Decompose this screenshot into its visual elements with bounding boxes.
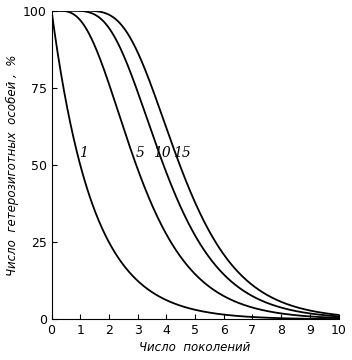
Y-axis label: Число  гетерозиготных  особей ,  %: Число гетерозиготных особей , % (6, 54, 19, 276)
Text: 10: 10 (153, 146, 171, 159)
Text: 1: 1 (79, 146, 88, 159)
Text: 5: 5 (136, 146, 145, 159)
X-axis label: Число  поколений: Число поколений (139, 341, 251, 355)
Text: 15: 15 (173, 146, 191, 159)
